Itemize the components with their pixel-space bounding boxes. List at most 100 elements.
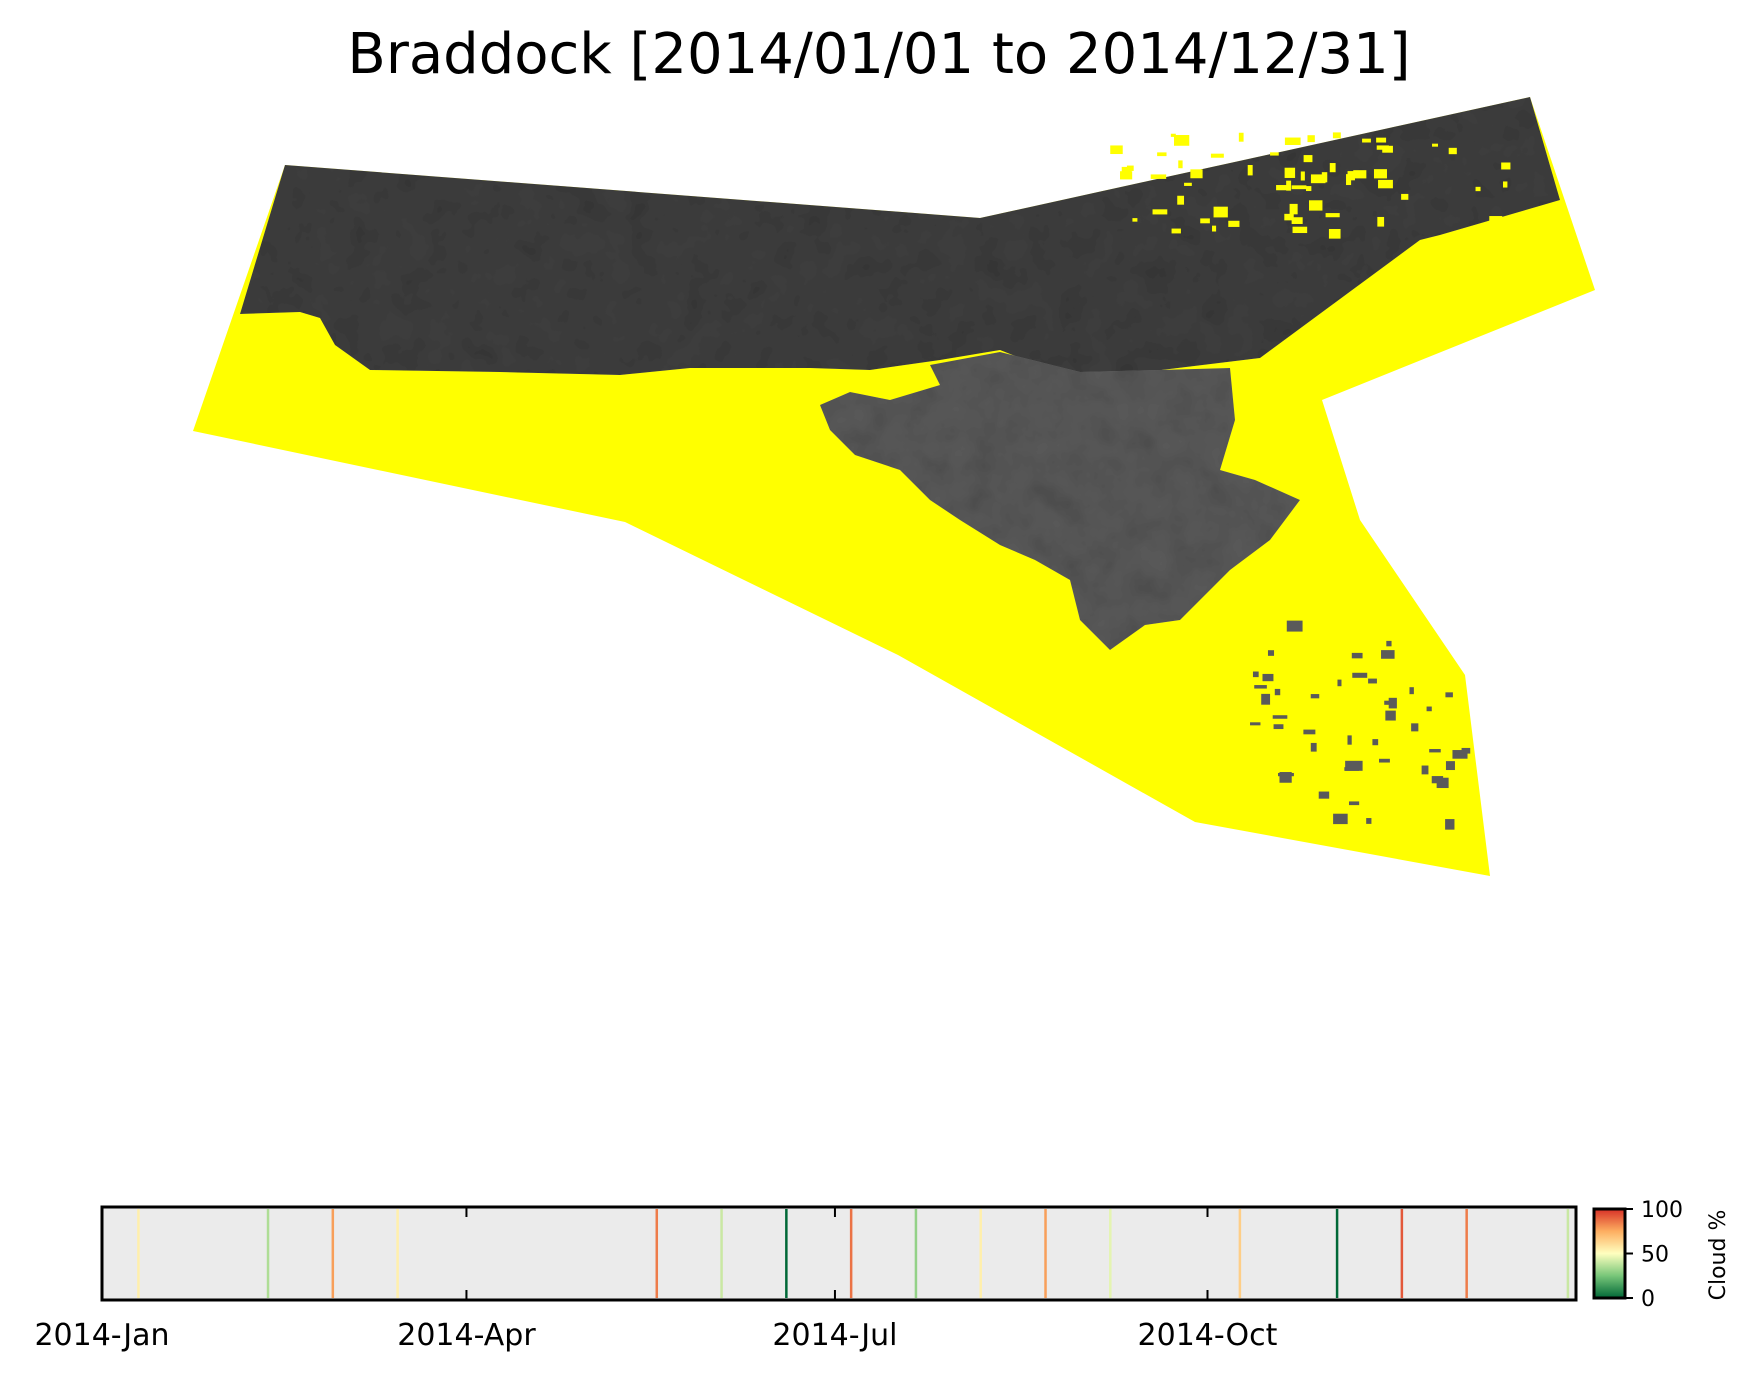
nodata-speck <box>1174 135 1190 146</box>
land-speck <box>1318 791 1330 799</box>
land-speck <box>1252 671 1259 678</box>
land-speck <box>1310 694 1320 699</box>
nodata-speck <box>1284 137 1301 145</box>
nodata-speck <box>1284 213 1294 221</box>
nodata-speck <box>1247 165 1253 176</box>
cloud-colorbar <box>1592 1207 1627 1300</box>
nodata-speck <box>1200 218 1210 224</box>
nodata-speck <box>1309 200 1323 211</box>
land-speck <box>1279 772 1292 783</box>
nodata-speck <box>1157 152 1167 157</box>
nodata-speck <box>1475 186 1481 192</box>
nodata-speck <box>1329 163 1336 173</box>
land-speck <box>1385 710 1396 721</box>
land-speck <box>1445 692 1453 698</box>
land-speck <box>1384 700 1390 705</box>
nodata-speck <box>1292 226 1308 234</box>
land-speck <box>1254 685 1267 689</box>
nodata-speck <box>1177 195 1185 205</box>
nodata-speck <box>1489 216 1503 225</box>
nodata-speck <box>1238 132 1244 142</box>
nodata-speck <box>1291 217 1303 224</box>
nodata-speck <box>1328 228 1341 239</box>
land-speck <box>1452 750 1468 759</box>
land-speck <box>1333 813 1348 825</box>
land-speck <box>1381 650 1395 659</box>
nodata-speck <box>1270 152 1279 156</box>
land-speck <box>1426 706 1432 712</box>
land-speck <box>1337 679 1342 687</box>
land-speck <box>1421 765 1429 775</box>
colorbar-tick-label: 50 <box>1641 1243 1669 1268</box>
timeline-tick-label: 2014-Oct <box>1138 1318 1278 1353</box>
satellite-map <box>193 97 1595 876</box>
imagery-land-north <box>240 97 1560 375</box>
nodata-speck <box>1152 209 1168 215</box>
nodata-speck <box>1171 228 1181 234</box>
nodata-speck <box>1303 155 1313 163</box>
colorbar-ticks: 0 50 100 <box>1625 1198 1683 1312</box>
nodata-speck <box>1362 138 1371 143</box>
nodata-speck <box>1347 171 1355 181</box>
land-speck <box>1250 722 1261 726</box>
nodata-speck <box>1373 169 1387 179</box>
imagery-specks <box>1110 132 1511 830</box>
land-speck <box>1267 650 1275 656</box>
timeline-tick-label: 2014-Jan <box>34 1318 169 1353</box>
land-speck <box>1366 818 1372 824</box>
land-speck <box>1303 729 1316 735</box>
nodata-speck <box>1448 147 1457 155</box>
land-speck <box>1379 758 1390 763</box>
nodata-speck <box>1377 216 1385 227</box>
nodata-speck <box>1132 218 1138 222</box>
land-speck <box>1411 723 1419 732</box>
land-speck <box>1344 767 1360 771</box>
nodata-speck <box>1110 145 1123 155</box>
nodata-speck <box>1150 174 1167 179</box>
nodata-speck <box>1184 182 1192 186</box>
nodata-speck <box>1212 225 1217 232</box>
imagery-land-central <box>820 352 1300 650</box>
land-speck <box>1388 697 1397 709</box>
timeline-ticks: 2014-Jan 2014-Apr 2014-Jul 2014-Oct <box>34 1207 1278 1353</box>
nodata-speck <box>1332 132 1341 139</box>
nodata-speck <box>1170 133 1176 137</box>
land-speck <box>1368 678 1377 684</box>
timeline-tick-label: 2014-Apr <box>397 1318 536 1353</box>
land-speck <box>1351 652 1363 659</box>
nodata-speck <box>1276 185 1289 191</box>
nodata-speck <box>1502 181 1508 188</box>
nodata-speck <box>1305 186 1312 192</box>
nodata-speck <box>1346 174 1352 186</box>
nodata-speck <box>1178 160 1183 169</box>
land-speck <box>1345 760 1363 771</box>
nodata-speck <box>1289 203 1298 215</box>
nodata-speck <box>1310 174 1326 184</box>
nodata-speck <box>1501 162 1511 170</box>
colorbar-label: Cloud % <box>1706 1210 1731 1301</box>
land-speck <box>1436 777 1449 789</box>
land-speck <box>1352 672 1368 678</box>
timeline-tick-label: 2014-Jul <box>772 1318 897 1353</box>
nodata-speck <box>1284 167 1296 178</box>
land-speck <box>1348 801 1360 806</box>
land-speck <box>1461 747 1471 754</box>
nodata-speck <box>1376 145 1389 150</box>
nodata-speck <box>1353 170 1367 179</box>
chart-title: Braddock [2014/01/01 to 2014/12/31] <box>347 22 1411 87</box>
timeline-background <box>100 1205 1578 1302</box>
land-speck <box>1286 620 1303 632</box>
nodata-speck <box>1190 169 1203 179</box>
land-speck <box>1310 742 1317 752</box>
land-speck <box>1274 688 1281 696</box>
nodata-speck <box>1228 220 1240 227</box>
nodata-speck <box>1325 213 1340 218</box>
land-speck <box>1261 693 1271 705</box>
colorbar-tick-label: 100 <box>1641 1198 1683 1223</box>
nodata-speck <box>1286 180 1292 191</box>
nodata-speck <box>1291 185 1307 190</box>
nodata-speck <box>1307 135 1315 143</box>
land-speck <box>1409 687 1414 695</box>
nodata-speck <box>1432 143 1439 147</box>
colorbar-tick-label: 0 <box>1641 1287 1655 1312</box>
